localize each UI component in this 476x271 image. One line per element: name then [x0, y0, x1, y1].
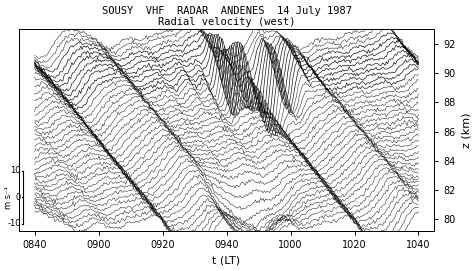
Text: -10: -10 [7, 219, 21, 228]
Y-axis label: z (km): z (km) [460, 112, 470, 148]
X-axis label: t (LT): t (LT) [212, 256, 240, 265]
Text: 10: 10 [10, 166, 21, 176]
Text: 0: 0 [16, 193, 21, 202]
Text: m s⁻¹: m s⁻¹ [4, 186, 13, 209]
Title: SOUSY  VHF  RADAR  ANDENES  14 July 1987
Radial velocity (west): SOUSY VHF RADAR ANDENES 14 July 1987 Rad… [101, 6, 351, 27]
